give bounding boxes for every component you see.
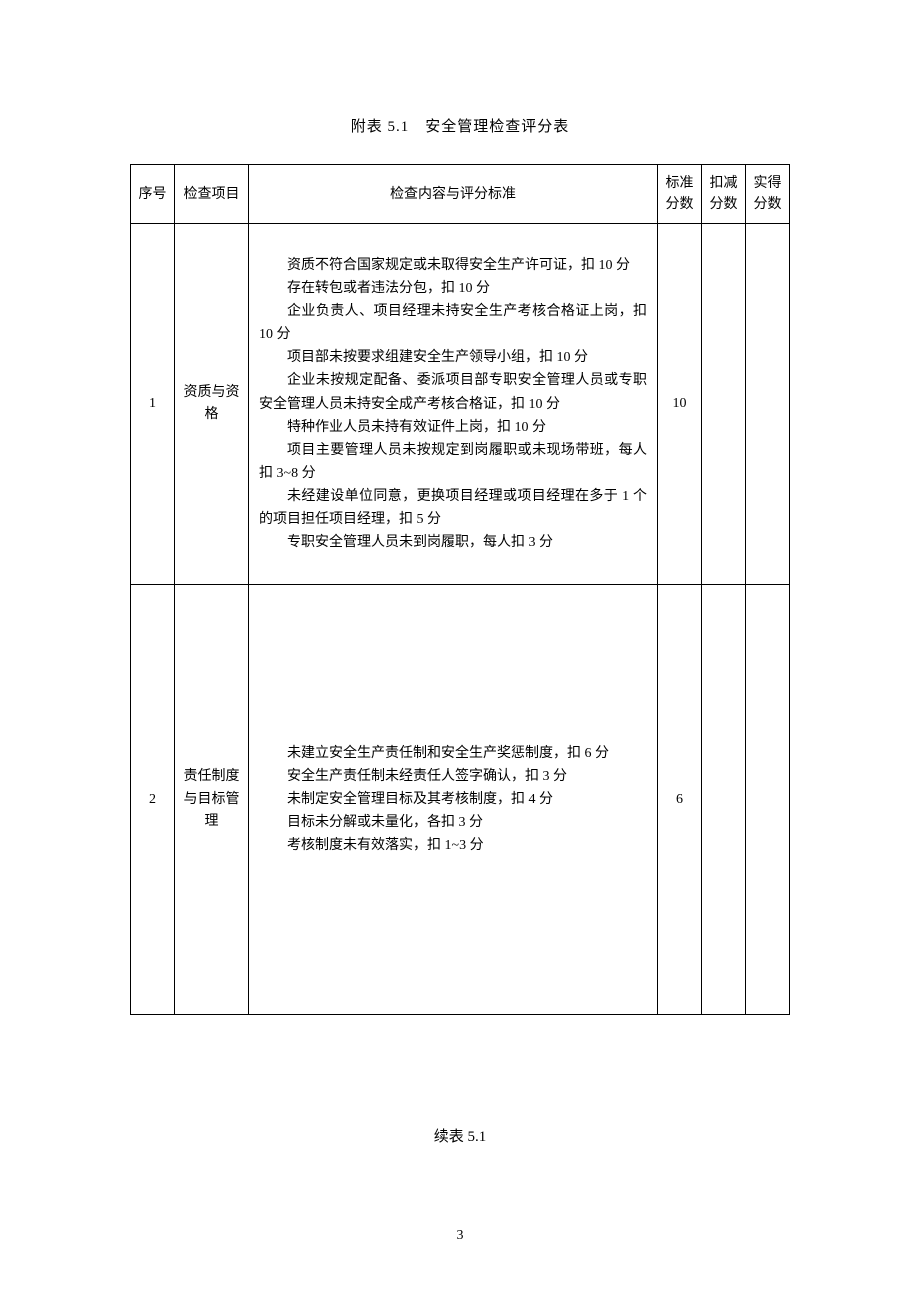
cell-actual-1	[746, 224, 790, 585]
col-header-item: 检查项目	[175, 165, 249, 224]
page-container: 附表 5.1 安全管理检查评分表 序号 检查项目 检查内容与评分标准 标准分数 …	[0, 0, 920, 1146]
col-header-actual: 实得分数	[746, 165, 790, 224]
page-number: 3	[0, 1228, 920, 1244]
cell-seq-2: 2	[131, 585, 175, 1015]
cell-content-2: 未建立安全生产责任制和安全生产奖惩制度，扣 6 分 安全生产责任制未经责任人签字…	[249, 585, 658, 1015]
content-line: 未制定安全管理目标及其考核制度，扣 4 分	[259, 788, 647, 811]
content-line: 特种作业人员未持有效证件上岗，扣 10 分	[259, 416, 647, 439]
col-header-content: 检查内容与评分标准	[249, 165, 658, 224]
table-row: 2 责任制度与目标管理 未建立安全生产责任制和安全生产奖惩制度，扣 6 分 安全…	[131, 585, 790, 1015]
col-header-seq: 序号	[131, 165, 175, 224]
cell-deduct-2	[702, 585, 746, 1015]
content-line: 未经建设单位同意，更换项目经理或项目经理在多于 1 个的项目担任项目经理，扣 5…	[259, 485, 647, 531]
content-line: 目标未分解或未量化，各扣 3 分	[259, 811, 647, 834]
content-line: 考核制度未有效落实，扣 1~3 分	[259, 834, 647, 857]
col-header-std: 标准分数	[658, 165, 702, 224]
content-line: 项目部未按要求组建安全生产领导小组，扣 10 分	[259, 346, 647, 369]
col-header-deduct: 扣减分数	[702, 165, 746, 224]
cell-item-2: 责任制度与目标管理	[175, 585, 249, 1015]
cell-std-1: 10	[658, 224, 702, 585]
cell-content-1: 资质不符合国家规定或未取得安全生产许可证，扣 10 分 存在转包或者违法分包，扣…	[249, 224, 658, 585]
content-line: 专职安全管理人员未到岗履职，每人扣 3 分	[259, 531, 647, 554]
content-line: 存在转包或者违法分包，扣 10 分	[259, 277, 647, 300]
cell-item-1: 资质与资格	[175, 224, 249, 585]
content-line: 企业负责人、项目经理未持安全生产考核合格证上岗，扣 10 分	[259, 300, 647, 346]
continued-table-label: 续表 5.1	[130, 1125, 790, 1146]
cell-std-2: 6	[658, 585, 702, 1015]
content-line: 项目主要管理人员未按规定到岗履职或未现场带班，每人扣 3~8 分	[259, 439, 647, 485]
table-title: 附表 5.1 安全管理检查评分表	[130, 115, 790, 136]
scoring-table: 序号 检查项目 检查内容与评分标准 标准分数 扣减分数 实得分数 1 资质与资格…	[130, 164, 790, 1015]
cell-actual-2	[746, 585, 790, 1015]
cell-deduct-1	[702, 224, 746, 585]
content-line: 企业未按规定配备、委派项目部专职安全管理人员或专职安全管理人员未持安全成产考核合…	[259, 369, 647, 415]
content-line: 安全生产责任制未经责任人签字确认，扣 3 分	[259, 765, 647, 788]
content-line: 未建立安全生产责任制和安全生产奖惩制度，扣 6 分	[259, 742, 647, 765]
table-row: 1 资质与资格 资质不符合国家规定或未取得安全生产许可证，扣 10 分 存在转包…	[131, 224, 790, 585]
content-line: 资质不符合国家规定或未取得安全生产许可证，扣 10 分	[259, 254, 647, 277]
cell-seq-1: 1	[131, 224, 175, 585]
table-header-row: 序号 检查项目 检查内容与评分标准 标准分数 扣减分数 实得分数	[131, 165, 790, 224]
